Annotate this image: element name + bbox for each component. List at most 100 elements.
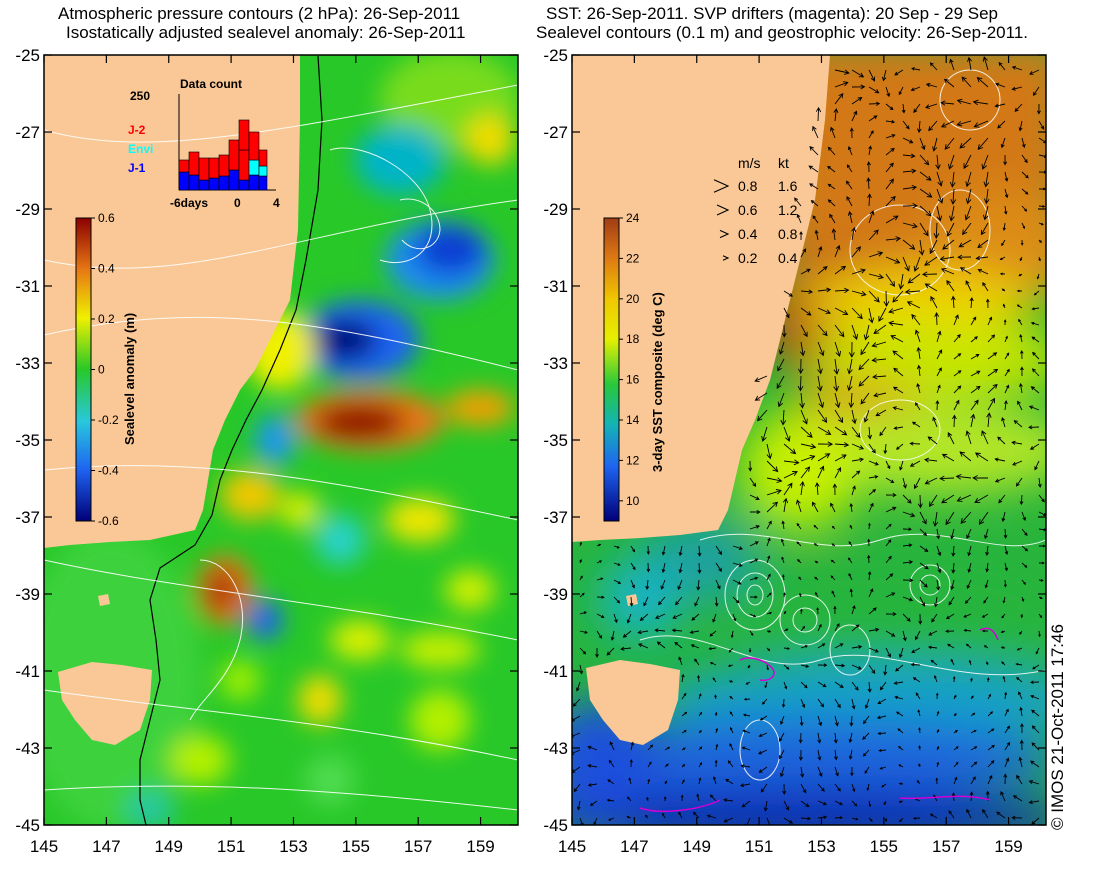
right-y-tick-label: -39 xyxy=(543,585,568,604)
velocity-legend-arrow-icon xyxy=(719,229,730,239)
anomaly-colorbar: 0.6 0.4 0.2 0 -0.2 -0.4 -0.6 Sealevel anomaly … xyxy=(75,211,137,528)
velocity-legend-ms: 0.8 xyxy=(738,178,758,194)
sst-colorbar-ticks: 24 22 20 18 16 14 12 10 xyxy=(619,211,640,508)
colorbar-tick-label: 14 xyxy=(626,413,640,427)
left-y-tick-label: -37 xyxy=(15,508,40,527)
right-y-tick-label: -37 xyxy=(543,508,568,527)
right-y-axis-ticks: -25 -27 -29 -31 -33 -35 -37 -39 -41 -43 -45 xyxy=(543,46,1046,835)
colorbar-tick-label: 10 xyxy=(626,494,640,508)
left-map-panel xyxy=(44,55,518,825)
left-x-tick-label: 151 xyxy=(217,837,245,856)
colorbar-tick-label: 20 xyxy=(626,292,640,306)
left-y-tick-label: -29 xyxy=(15,200,40,219)
colorbar-tick-label: 16 xyxy=(626,373,640,387)
left-x-tick-label: 157 xyxy=(404,837,432,856)
velocity-legend-header-ms: m/s xyxy=(738,155,761,171)
left-y-tick-label: -41 xyxy=(15,662,40,681)
data-count-bars xyxy=(178,119,268,191)
velocity-legend-kt: 1.2 xyxy=(778,202,798,218)
colorbar-tick-label: 24 xyxy=(626,211,640,225)
pressure-contours xyxy=(44,84,518,811)
data-count-ymax: 250 xyxy=(130,89,150,103)
data-count-xlabel-zero: 0 xyxy=(234,196,241,210)
colorbar-tick-label: 12 xyxy=(626,453,640,467)
data-count-legend-j2: J-2 xyxy=(128,123,146,137)
left-y-tick-label: -27 xyxy=(15,123,40,142)
colorbar-tick-label: 0 xyxy=(98,363,105,377)
velocity-legend-header-kt: kt xyxy=(778,155,789,171)
left-x-tick-label: 159 xyxy=(466,837,494,856)
left-x-axis-ticks: 145 147 149 151 153 155 157 159 xyxy=(30,55,495,856)
right-x-tick-label: 155 xyxy=(870,837,898,856)
right-title-line2: Sealevel contours (0.1 m) and geostrophi… xyxy=(536,23,1029,42)
right-mainland xyxy=(572,55,830,542)
right-x-tick-label: 153 xyxy=(807,837,835,856)
left-y-tick-label: -39 xyxy=(15,585,40,604)
colorbar-tick-label: 18 xyxy=(626,332,640,346)
data-count-legend-j1: J-1 xyxy=(128,161,146,175)
anomaly-colorbar-label: Sealevel anomaly (m) xyxy=(122,313,137,445)
copyright-stamp: © IMOS 21-Oct-2011 17:46 xyxy=(1048,624,1067,830)
left-y-tick-label: -33 xyxy=(15,354,40,373)
left-y-tick-label: -35 xyxy=(15,431,40,450)
left-y-tick-label: -25 xyxy=(15,46,40,65)
left-tasmania xyxy=(58,662,152,745)
colorbar-tick-label: -0.6 xyxy=(98,514,119,528)
right-x-tick-label: 151 xyxy=(745,837,773,856)
velocity-legend-kt: 0.8 xyxy=(778,226,798,242)
velocity-legend-arrow-icon xyxy=(713,179,730,193)
right-tasmania xyxy=(586,660,680,745)
right-x-axis-ticks: 145 147 149 151 153 155 157 159 xyxy=(558,55,1023,856)
right-x-tick-label: 159 xyxy=(994,837,1022,856)
right-y-tick-label: -31 xyxy=(543,277,568,296)
data-count-xlabel-end: 4 xyxy=(273,196,280,210)
left-x-tick-label: 147 xyxy=(92,837,120,856)
data-count-xlabel-start: -6days xyxy=(170,196,208,210)
right-y-tick-label: -45 xyxy=(543,816,568,835)
left-y-tick-label: -43 xyxy=(15,739,40,758)
anomaly-colorbar-ticks: 0.6 0.4 0.2 0 -0.2 -0.4 -0.6 xyxy=(91,211,119,528)
right-title-line1: SST: 26-Sep-2011. SVP drifters (magenta)… xyxy=(546,4,999,23)
data-count-inset: Data count 250 -6days xyxy=(128,77,280,210)
data-count-legend-envi: Envi xyxy=(128,142,153,156)
colorbar-tick-label: 0.4 xyxy=(98,262,115,276)
left-title-line2: Isostatically adjusted sealevel anomaly:… xyxy=(66,23,466,42)
right-x-tick-label: 149 xyxy=(683,837,711,856)
right-x-tick-label: 145 xyxy=(558,837,586,856)
right-y-tick-label: -43 xyxy=(543,739,568,758)
left-y-tick-label: -31 xyxy=(15,277,40,296)
right-y-tick-label: -29 xyxy=(543,200,568,219)
left-y-axis-ticks: -25 -27 -29 -31 -33 -35 -37 -39 -41 -43 -45 xyxy=(15,46,518,835)
left-x-tick-label: 153 xyxy=(279,837,307,856)
velocity-legend-kt: 0.4 xyxy=(778,250,798,266)
left-x-tick-label: 155 xyxy=(342,837,370,856)
velocity-legend-ms: 0.4 xyxy=(738,226,758,242)
right-y-tick-label: -25 xyxy=(543,46,568,65)
colorbar-tick-label: -0.2 xyxy=(98,413,119,427)
colorbar-tick-label: -0.4 xyxy=(98,464,119,478)
colorbar-tick-label: 0.2 xyxy=(98,312,115,326)
right-x-tick-label: 157 xyxy=(932,837,960,856)
geostrophic-velocity-arrows xyxy=(572,56,1046,825)
velocity-legend-arrow-icon xyxy=(722,255,730,261)
colorbar-tick-label: 0.6 xyxy=(98,211,115,225)
sst-colorbar-label: 3-day SST composite (deg C) xyxy=(650,292,665,472)
right-x-tick-label: 147 xyxy=(620,837,648,856)
velocity-legend-kt: 1.6 xyxy=(778,178,798,194)
left-title-line1: Atmospheric pressure contours (2 hPa): 2… xyxy=(58,4,461,23)
data-count-title: Data count xyxy=(180,77,242,91)
velocity-legend-ms: 0.2 xyxy=(738,250,758,266)
right-y-tick-label: -41 xyxy=(543,662,568,681)
right-y-tick-label: -35 xyxy=(543,431,568,450)
right-y-tick-label: -27 xyxy=(543,123,568,142)
colorbar-tick-label: 22 xyxy=(626,251,640,265)
left-x-tick-label: 145 xyxy=(30,837,58,856)
velocity-legend-arrow-icon xyxy=(716,204,730,216)
right-map-panel xyxy=(572,55,1046,825)
left-shelf-contour xyxy=(139,55,323,825)
right-y-tick-label: -33 xyxy=(543,354,568,373)
sst-colorbar: 24 22 20 18 16 14 12 10 3-day SST composite (de… xyxy=(603,211,665,522)
velocity-legend-ms: 0.6 xyxy=(738,202,758,218)
velocity-arrow-paths xyxy=(572,56,1046,825)
